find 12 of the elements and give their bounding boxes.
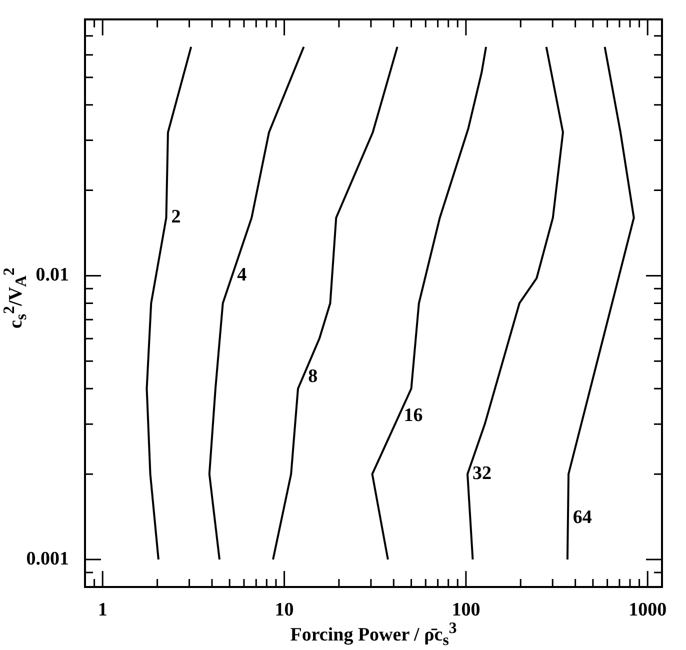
annotation: 2 — [171, 206, 181, 228]
x-tick-label: 1000 — [628, 599, 667, 620]
annotation: 64 — [572, 506, 592, 528]
x-tick-label: 100 — [452, 599, 480, 620]
x-tick-label: 10 — [274, 599, 294, 620]
y-tick-label: 0.001 — [26, 548, 69, 570]
y-tick-label: 0.01 — [36, 264, 69, 286]
x-tick-label: 1 — [98, 599, 108, 620]
annotation: 4 — [237, 264, 248, 286]
annotation: 16 — [404, 405, 423, 426]
annotation: 8 — [308, 366, 318, 387]
annotation: 32 — [472, 462, 492, 484]
